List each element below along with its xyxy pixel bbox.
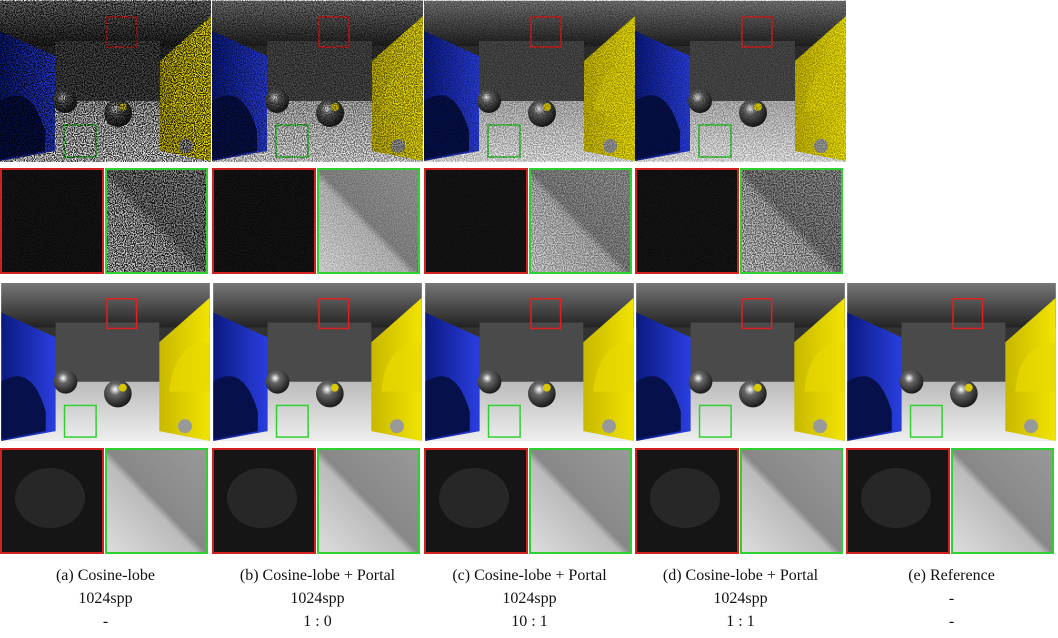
green-crop <box>741 449 842 553</box>
crop-pair <box>636 449 842 553</box>
noise <box>531 170 630 272</box>
caption-spp: 1024spp <box>0 587 211 610</box>
crop-pair <box>213 449 419 553</box>
caption-spp: 1024spp <box>424 587 635 610</box>
noise <box>424 0 635 162</box>
caption: (e) Reference-- <box>846 564 1057 633</box>
noise <box>426 170 526 272</box>
rendered-image <box>636 283 844 441</box>
noise <box>635 0 846 162</box>
crop-pair <box>847 449 1053 553</box>
crop-pair <box>213 169 419 273</box>
rendered-image <box>213 283 421 441</box>
crop-pair <box>425 169 631 273</box>
caption-spp: 1024spp <box>635 587 846 610</box>
caption-ratio: - <box>846 610 1057 633</box>
blur <box>861 468 931 528</box>
rendered-image <box>424 0 635 162</box>
figure <box>0 0 1058 560</box>
rendered-image <box>635 0 846 162</box>
noise <box>0 0 211 162</box>
rendered-image <box>212 0 423 162</box>
crop-pair <box>636 169 842 273</box>
caption-label: (a) Cosine-lobe <box>0 564 211 587</box>
noise <box>214 170 314 272</box>
green-crop <box>318 449 419 553</box>
blur <box>650 468 720 528</box>
caption-label: (e) Reference <box>846 564 1057 587</box>
scene <box>847 283 1055 441</box>
caption-ratio: - <box>0 610 211 633</box>
green-crop <box>106 449 207 553</box>
rendered-image <box>0 0 211 162</box>
scene <box>636 283 844 441</box>
rendered-image <box>425 283 633 441</box>
caption-label: (b) Cosine-lobe + Portal <box>212 564 423 587</box>
green-crop <box>952 449 1053 553</box>
caption-ratio: 10 : 1 <box>424 610 635 633</box>
crop-pair <box>1 169 207 273</box>
blur <box>15 468 85 528</box>
caption-ratio: 1 : 0 <box>212 610 423 633</box>
caption-spp: - <box>846 587 1057 610</box>
caption-label: (c) Cosine-lobe + Portal <box>424 564 635 587</box>
scene <box>425 283 633 441</box>
scene <box>213 283 421 441</box>
caption-spp: 1024spp <box>212 587 423 610</box>
noise <box>107 170 206 272</box>
green-crop <box>530 449 631 553</box>
crop-pair <box>1 449 207 553</box>
page: (() => { const data = JSON.parse(documen… <box>0 0 1058 638</box>
caption-label: (d) Cosine-lobe + Portal <box>635 564 846 587</box>
noise <box>319 170 418 272</box>
scene <box>1 283 209 441</box>
caption-ratio: 1 : 1 <box>635 610 846 633</box>
rendered-image <box>1 283 209 441</box>
crop-pair <box>425 449 631 553</box>
blur <box>227 468 297 528</box>
blur <box>439 468 509 528</box>
noise <box>212 0 423 162</box>
rendered-image <box>847 283 1055 441</box>
noise <box>637 170 737 272</box>
noise <box>742 170 841 272</box>
noise <box>2 170 102 272</box>
